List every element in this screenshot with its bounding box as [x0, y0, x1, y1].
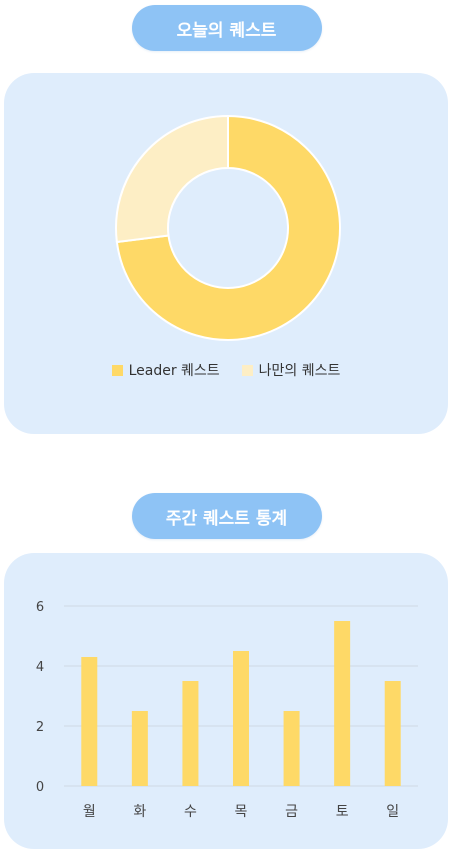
today-quest-card: Leader 퀘스트 나만의 퀘스트: [4, 73, 448, 434]
x-tick-label: 수: [184, 804, 197, 820]
legend-label-mine: 나만의 퀘스트: [258, 363, 341, 379]
bar-4[interactable]: [283, 711, 300, 786]
legend-item-mine[interactable]: 나만의 퀘스트: [241, 360, 341, 380]
donut-slice-leader[interactable]: [115, 114, 341, 341]
donut-chart: [115, 114, 341, 341]
y-tick-label: 4: [36, 660, 44, 675]
y-tick-label: 0: [36, 780, 44, 795]
y-tick-label: 6: [36, 600, 44, 615]
x-tick-label: 목: [235, 804, 248, 820]
weekly-stats-title: 주간 퀘스트 통계: [131, 493, 322, 539]
weekly-stats-card: 0 2 4 6 월 화 수 목 금 토 일: [4, 553, 448, 849]
x-tick-label: 월: [83, 804, 96, 820]
legend-label-leader: Leader 퀘스트: [128, 363, 220, 379]
donut-slice-mine[interactable]: [115, 114, 229, 244]
bar-0[interactable]: [81, 657, 98, 786]
x-tick-label: 일: [386, 804, 399, 820]
bar-3[interactable]: [233, 651, 249, 786]
bar-6[interactable]: [384, 681, 401, 786]
bar-2[interactable]: [182, 681, 199, 786]
y-tick-label: 2: [36, 720, 44, 735]
legend-swatch-leader: [111, 364, 123, 376]
bar-chart: 0 2 4 6 월 화 수 목 금 토 일: [36, 600, 418, 820]
x-tick-label: 토: [336, 804, 349, 820]
x-tick-label: 화: [133, 804, 146, 820]
legend-swatch-mine: [241, 364, 253, 376]
x-tick-label: 금: [285, 804, 298, 820]
legend-item-leader[interactable]: Leader 퀘스트: [111, 360, 220, 380]
bar-1[interactable]: [131, 711, 148, 786]
bar-5[interactable]: [334, 621, 351, 786]
donut-legend: Leader 퀘스트 나만의 퀘스트: [4, 360, 448, 380]
today-quest-title: 오늘의 퀘스트: [131, 5, 322, 51]
